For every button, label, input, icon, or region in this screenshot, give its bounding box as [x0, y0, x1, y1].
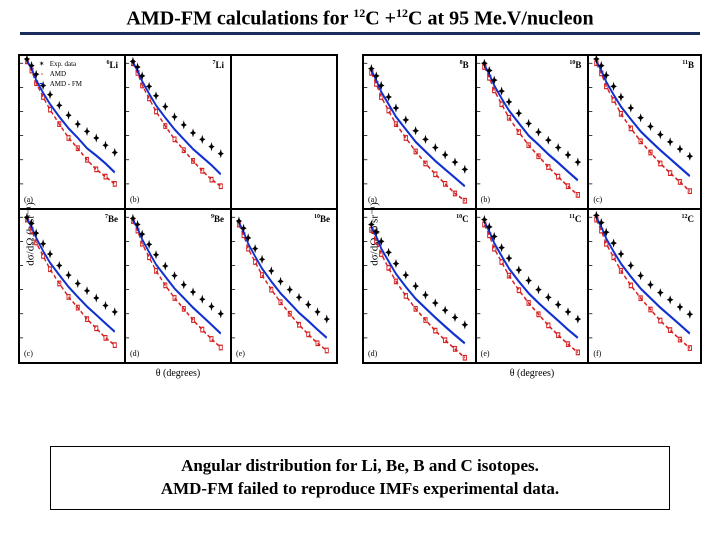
legend-exp: Exp. data: [50, 60, 76, 70]
isotope-label: 10C: [456, 214, 469, 224]
panel-grid-left: 6Li(a) ✶Exp. data ▫AMD ━AMD - FM 7Li(b)7…: [18, 54, 338, 364]
chart-panel: 7Be (c): [19, 209, 125, 363]
chart-panel: 10Be (e): [231, 209, 337, 363]
panel-tag: (e): [481, 349, 490, 358]
xaxis-label-right: θ (degrees): [510, 368, 555, 379]
isotope-label: 6Li: [106, 60, 118, 70]
caption-line-1: Angular distribution for Li, Be, B and C…: [63, 455, 657, 478]
chart-panel: 7Li (b): [125, 55, 231, 209]
isotope-label: 8B: [460, 60, 469, 70]
chart-panel: 11C (e): [476, 209, 589, 363]
title-mid1: C +: [365, 8, 396, 30]
legend-amd: AMD: [50, 70, 66, 80]
panel-tag: (c): [593, 195, 602, 204]
figure-block-left: dσ/dΩ (b sr⁻¹) 6Li(a) ✶Exp. data ▫AMD ━A…: [18, 54, 338, 414]
page-title-wrap: AMD-FM calculations for 12C +12C at 95 M…: [0, 6, 720, 31]
chart-panel: 6Li (a) ✶Exp. data ▫AMD ━AMD - FM: [19, 55, 125, 209]
title-mid2: C at 95 Me.V/nucleon: [408, 8, 594, 30]
panel-tag: (a): [368, 195, 377, 204]
legend-amdfm: AMD - FM: [50, 80, 82, 90]
chart-panel: 11B (c): [588, 55, 701, 209]
isotope-label: 10B: [569, 60, 581, 70]
panel-tag: (d): [368, 349, 377, 358]
chart-panel: [231, 55, 337, 209]
isotope-label: 7Li: [212, 60, 224, 70]
isotope-label: 11B: [682, 60, 694, 70]
panel-tag: (b): [130, 195, 139, 204]
isotope-label: 10Be: [314, 214, 330, 224]
panel-grid-right: 8B (a) 10B (b) 11B (c) 10C (d) 11C (e) 12C (f): [362, 54, 702, 364]
panel-tag: (d): [130, 349, 139, 358]
page-title: AMD-FM calculations for 12C +12C at 95 M…: [126, 6, 593, 31]
isotope-label: 7Be: [105, 214, 118, 224]
chart-panel: 12C (f): [588, 209, 701, 363]
isotope-label: 9Be: [211, 214, 224, 224]
caption-box: Angular distribution for Li, Be, B and C…: [50, 446, 670, 510]
title-underline: [20, 32, 700, 35]
chart-panel: 9Be (d): [125, 209, 231, 363]
chart-panel: 8B (a): [363, 55, 476, 209]
figure-area: dσ/dΩ (b sr⁻¹) 6Li(a) ✶Exp. data ▫AMD ━A…: [18, 54, 702, 414]
caption-line-2: AMD-FM failed to reproduce IMFs experime…: [63, 478, 657, 501]
panel-tag: (f): [593, 349, 601, 358]
panel-tag: (a): [24, 195, 33, 204]
panel-tag: (b): [481, 195, 490, 204]
title-sup2: 12: [396, 6, 408, 20]
chart-panel: 10B (b): [476, 55, 589, 209]
panel-tag: (e): [236, 349, 245, 358]
isotope-label: 11C: [569, 214, 581, 224]
figure-block-right: dσ/dΩ (b sr⁻¹) 8B(a)10B(b)11B(c)10C(d)11…: [362, 54, 702, 414]
xaxis-label-left: θ (degrees): [156, 368, 201, 379]
panel-tag: (c): [24, 349, 33, 358]
chart-panel: 10C (d): [363, 209, 476, 363]
title-prefix: AMD-FM calculations for: [126, 8, 353, 30]
isotope-label: 12C: [681, 214, 694, 224]
legend: ✶Exp. data ▫AMD ━AMD - FM: [37, 60, 82, 89]
title-sup1: 12: [353, 6, 365, 20]
